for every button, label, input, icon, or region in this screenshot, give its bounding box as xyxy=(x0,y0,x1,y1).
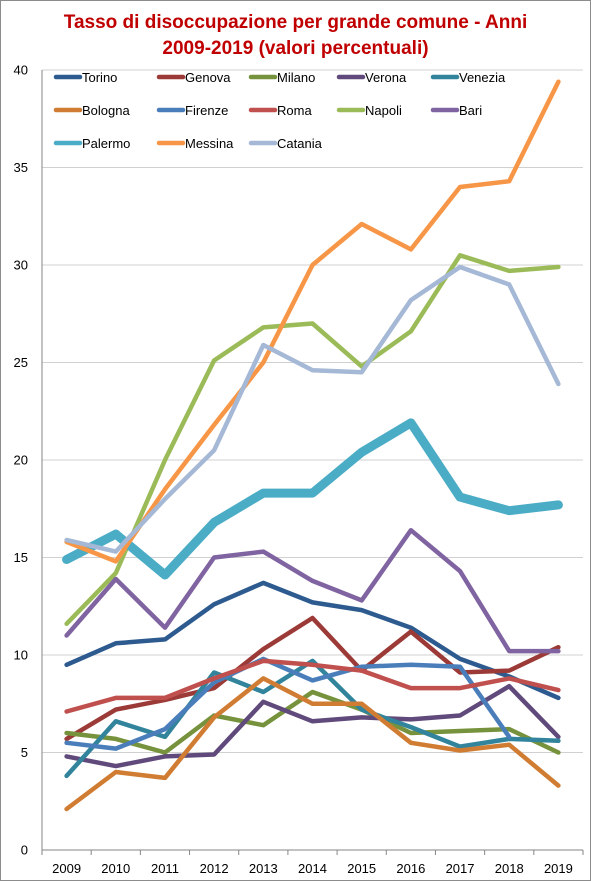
legend: Torino Genova Milano Verona Venezia Bologna Fi… xyxy=(53,70,506,151)
x-tick-label: 2012 xyxy=(200,861,229,876)
y-tick-label: 15 xyxy=(14,550,28,565)
series-line-napoli xyxy=(64,253,561,627)
x-tick-label: 2017 xyxy=(446,861,475,876)
y-tick-label: 35 xyxy=(14,160,28,175)
legend-label-genova: Genova xyxy=(185,70,231,85)
x-tick-label: 2018 xyxy=(495,861,524,876)
x-tick-label: 2013 xyxy=(249,861,278,876)
y-tick-label: 30 xyxy=(14,258,28,273)
series-line-verona xyxy=(64,683,561,769)
legend-label-palermo: Palermo xyxy=(82,136,130,151)
legend-label-torino: Torino xyxy=(82,70,117,85)
legend-label-catania: Catania xyxy=(277,136,323,151)
chart-title: Tasso di disoccupazione per grande comun… xyxy=(0,10,591,62)
x-tick-label: 2015 xyxy=(347,861,376,876)
y-tick-label: 20 xyxy=(14,453,28,468)
y-tick-label: 0 xyxy=(21,843,28,858)
series-line-milano xyxy=(64,689,561,755)
chart-title-line1: Tasso di disoccupazione per grande comun… xyxy=(63,12,528,33)
y-tick-label: 40 xyxy=(14,63,28,78)
x-axis: 2009 2010 2011 2012 2013 2014 2015 2016 2017 2018… xyxy=(41,850,584,876)
y-tick-label: 5 xyxy=(21,745,28,760)
y-axis: 0 5 10 15 20 25 30 35 40 xyxy=(14,63,43,858)
x-tick-label: 2010 xyxy=(101,861,130,876)
chart-title-line2: 2009-2019 (valori percentuali) xyxy=(162,38,429,59)
y-tick-label: 25 xyxy=(14,355,28,370)
x-tick-label: 2009 xyxy=(52,861,81,876)
legend-label-firenze: Firenze xyxy=(185,103,228,118)
series-line-bari xyxy=(64,527,561,654)
grid-lines xyxy=(42,69,583,851)
series-line-roma xyxy=(64,658,561,714)
y-tick-label: 10 xyxy=(14,648,28,663)
legend-label-bari: Bari xyxy=(459,103,482,118)
x-tick-label: 2019 xyxy=(544,861,573,876)
legend-label-milano: Milano xyxy=(277,70,315,85)
legend-label-bologna: Bologna xyxy=(82,103,130,118)
series-line-venezia xyxy=(64,658,561,779)
series-line-genova xyxy=(64,615,561,742)
x-tick-label: 2016 xyxy=(396,861,425,876)
legend-label-roma: Roma xyxy=(277,103,312,118)
legend-label-messina: Messina xyxy=(185,136,234,151)
series-line-torino xyxy=(64,580,561,701)
series-lines xyxy=(62,79,563,812)
legend-label-verona: Verona xyxy=(365,70,407,85)
series-line-bologna xyxy=(64,676,561,812)
x-tick-label: 2014 xyxy=(298,861,327,876)
series-line-palermo xyxy=(62,418,563,580)
legend-label-napoli: Napoli xyxy=(365,103,402,118)
series-line-firenze xyxy=(64,656,512,751)
series-line-catania xyxy=(64,264,561,554)
legend-label-venezia: Venezia xyxy=(459,70,506,85)
x-tick-label: 2011 xyxy=(151,861,179,876)
